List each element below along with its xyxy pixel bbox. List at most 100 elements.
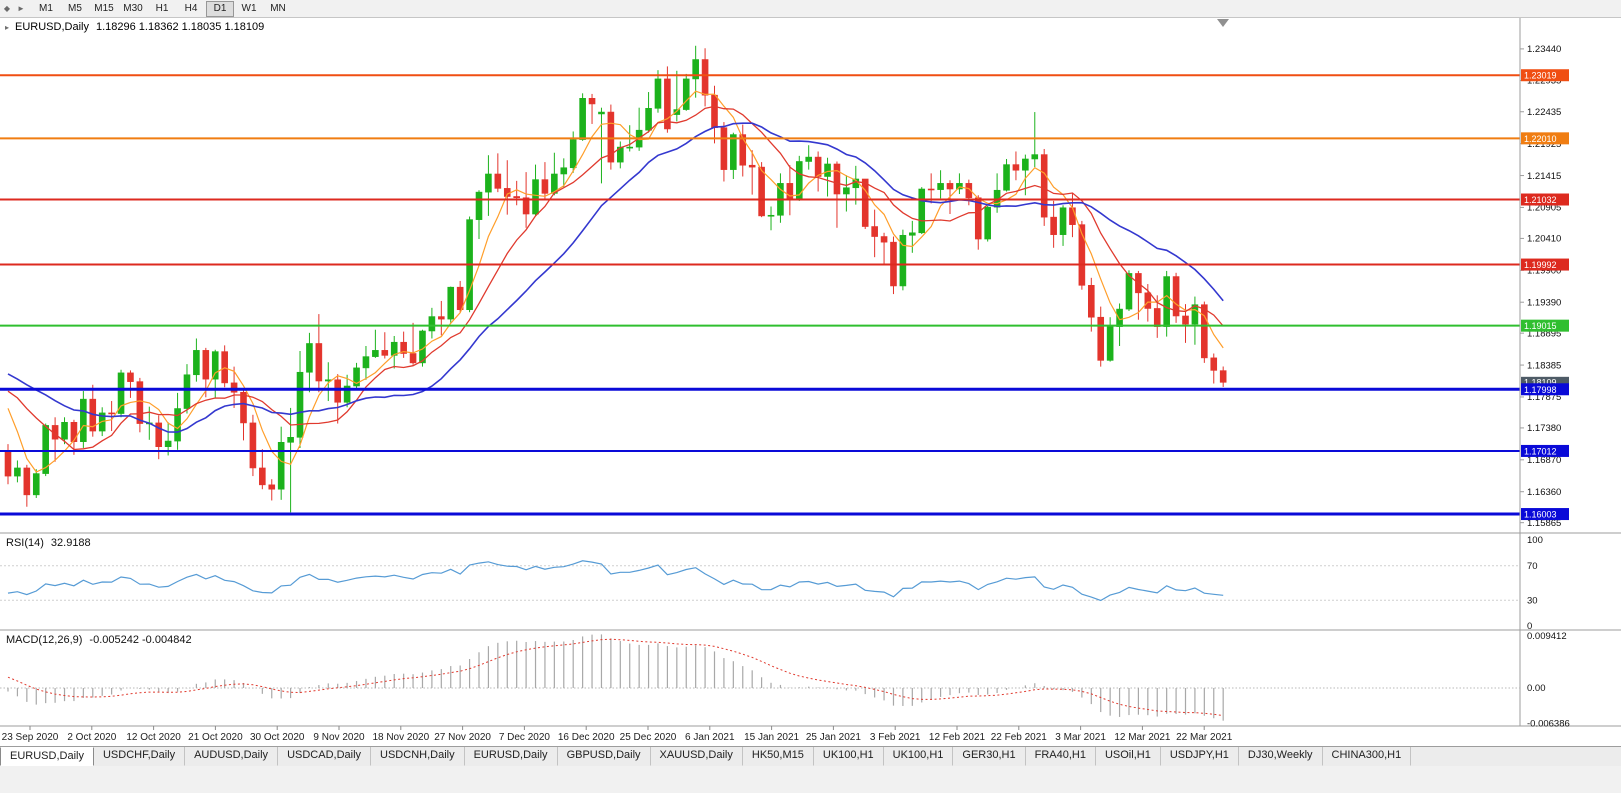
tab-dj30-weekly[interactable]: DJ30,Weekly <box>1239 747 1323 766</box>
tab-fra40-h1[interactable]: FRA40,H1 <box>1026 747 1096 766</box>
svg-text:1.18109: 1.18109 <box>1524 377 1557 387</box>
svg-text:1.18385: 1.18385 <box>1527 360 1561 371</box>
svg-text:22 Mar 2021: 22 Mar 2021 <box>1176 732 1233 743</box>
chart-shift-marker-icon[interactable] <box>1217 19 1229 27</box>
svg-text:0: 0 <box>1527 621 1532 632</box>
macd-values: -0.005242 -0.004842 <box>89 634 192 646</box>
svg-text:1.22435: 1.22435 <box>1527 107 1561 118</box>
svg-text:1.17380: 1.17380 <box>1527 423 1561 434</box>
timeframe-button-d1[interactable]: D1 <box>206 0 234 17</box>
svg-text:1.21032: 1.21032 <box>1524 195 1557 205</box>
svg-text:1.19390: 1.19390 <box>1527 297 1561 308</box>
chart-canvas[interactable]: 1.234401.229351.224351.219251.214151.209… <box>0 0 1621 746</box>
svg-text:2 Oct 2020: 2 Oct 2020 <box>67 732 116 743</box>
svg-text:-0.006386: -0.006386 <box>1527 718 1570 729</box>
rsi-indicator-label: RSI(14) 32.9188 <box>6 537 91 549</box>
svg-text:1.19900: 1.19900 <box>1527 266 1561 277</box>
ma-fast-line <box>7 90 1224 473</box>
timeframe-button-mn[interactable]: MN <box>270 2 286 14</box>
svg-text:1.17875: 1.17875 <box>1527 392 1561 403</box>
timeframe-button-m15[interactable]: M15 <box>94 2 114 14</box>
svg-text:30 Oct 2020: 30 Oct 2020 <box>250 732 305 743</box>
tab-uk100-h1[interactable]: UK100,H1 <box>884 747 954 766</box>
svg-text:7 Dec 2020: 7 Dec 2020 <box>499 732 551 743</box>
svg-text:1.17998: 1.17998 <box>1524 385 1557 395</box>
svg-text:1.17012: 1.17012 <box>1524 446 1557 456</box>
timeframe-button-w1[interactable]: W1 <box>241 2 257 14</box>
svg-text:1.23019: 1.23019 <box>1524 71 1557 81</box>
tab-usoil-h1[interactable]: USOil,H1 <box>1096 747 1161 766</box>
chart-tab-bar: EURUSD,Daily USDCHF,Daily AUDUSD,Daily USDC… <box>0 746 1621 766</box>
svg-text:16 Dec 2020: 16 Dec 2020 <box>558 732 615 743</box>
svg-text:1.20905: 1.20905 <box>1527 203 1561 214</box>
level-price-tag <box>1521 258 1569 271</box>
macd-panel: 0.009412 0.00 -0.006386 <box>0 631 1570 729</box>
tab-usdjpy-h1[interactable]: USDJPY,H1 <box>1161 747 1239 766</box>
timeframe-toolbar: ◆ ► M1 M5 M15 M30 H1 H4 D1 W1 MN <box>0 0 1621 18</box>
tab-eurusd-daily[interactable]: EURUSD,Daily <box>0 747 94 766</box>
svg-text:27 Nov 2020: 27 Nov 2020 <box>434 732 491 743</box>
tab-audusd-daily[interactable]: AUDUSD,Daily <box>185 747 279 766</box>
level-price-tag <box>1521 444 1569 457</box>
svg-text:12 Mar 2021: 12 Mar 2021 <box>1114 732 1171 743</box>
svg-text:1.21925: 1.21925 <box>1527 139 1561 150</box>
svg-text:100: 100 <box>1527 535 1543 546</box>
svg-text:0.00: 0.00 <box>1527 683 1546 694</box>
timeframe-button-m5[interactable]: M5 <box>68 2 82 14</box>
chart-symbol-label: EURUSD,Daily <box>15 21 89 33</box>
rsi-value: 32.9188 <box>50 537 91 549</box>
timeframe-button-m30[interactable]: M30 <box>123 2 143 14</box>
timeframe-button-h4[interactable]: H4 <box>184 2 198 14</box>
candles-layer <box>4 45 1227 513</box>
svg-text:22 Feb 2021: 22 Feb 2021 <box>991 732 1048 743</box>
svg-text:3 Mar 2021: 3 Mar 2021 <box>1055 732 1106 743</box>
tab-usdchf-daily[interactable]: USDCHF,Daily <box>94 747 186 766</box>
tab-eurusd-daily[interactable]: EURUSD,Daily <box>465 747 558 766</box>
tab-usdcnh-daily[interactable]: USDCNH,Daily <box>371 747 465 766</box>
timeframe-buttons: M1 M5 M15 M30 H1 H4 D1 W1 MN <box>32 0 293 17</box>
svg-text:1.19015: 1.19015 <box>1524 321 1557 331</box>
svg-text:12 Feb 2021: 12 Feb 2021 <box>929 732 986 743</box>
price-axis: 1.234401.229351.224351.219251.214151.209… <box>1520 44 1561 529</box>
svg-text:1.16360: 1.16360 <box>1527 487 1561 498</box>
bottom-strip <box>0 765 1621 793</box>
svg-text:1.18895: 1.18895 <box>1527 328 1561 339</box>
svg-text:23 Sep 2020: 23 Sep 2020 <box>2 732 59 743</box>
time-axis: 23 Sep 2020 2 Oct 2020 12 Oct 2020 21 Oct 2… <box>2 726 1233 743</box>
timeframe-button-h1[interactable]: H1 <box>155 2 169 14</box>
horizontal-lines-layer <box>0 74 1520 516</box>
macd-signal-line <box>7 638 1224 717</box>
svg-text:18 Nov 2020: 18 Nov 2020 <box>372 732 429 743</box>
tab-usdcad-daily[interactable]: USDCAD,Daily <box>278 747 372 766</box>
collapse-chart-icon[interactable]: ▸ <box>5 22 10 32</box>
macd-name: MACD(12,26,9) <box>6 634 83 646</box>
svg-text:25 Dec 2020: 25 Dec 2020 <box>620 732 677 743</box>
tab-hk50-m15[interactable]: HK50,M15 <box>743 747 814 766</box>
svg-text:25 Jan 2021: 25 Jan 2021 <box>806 732 861 743</box>
timeframe-button-m1[interactable]: M1 <box>39 2 53 14</box>
macd-indicator-label: MACD(12,26,9) -0.005242 -0.004842 <box>6 634 192 646</box>
ma-mid-line <box>7 105 1224 451</box>
tab-china300-h1[interactable]: CHINA300,H1 <box>1323 747 1412 766</box>
svg-text:9 Nov 2020: 9 Nov 2020 <box>313 732 365 743</box>
level-price-tag <box>1521 319 1569 332</box>
svg-text:1.21415: 1.21415 <box>1527 171 1561 182</box>
svg-text:1.15865: 1.15865 <box>1527 518 1561 529</box>
tab-uk100-h1[interactable]: UK100,H1 <box>814 747 884 766</box>
svg-text:0.009412: 0.009412 <box>1527 631 1567 642</box>
tab-ger30-h1[interactable]: GER30,H1 <box>953 747 1026 766</box>
tab-xauusd-daily[interactable]: XAUUSD,Daily <box>651 747 743 766</box>
svg-text:1.16003: 1.16003 <box>1524 510 1557 520</box>
chart-title: ▸ EURUSD,Daily 1.18296 1.18362 1.18035 1… <box>5 21 264 33</box>
chart-arrow-icon: ► <box>17 3 25 13</box>
ma-slow-line <box>7 122 1224 433</box>
svg-text:15 Jan 2021: 15 Jan 2021 <box>744 732 799 743</box>
level-price-tag <box>1521 69 1569 82</box>
level-price-tag <box>1521 132 1569 145</box>
svg-text:1.19992: 1.19992 <box>1524 260 1557 270</box>
svg-text:1.20410: 1.20410 <box>1527 234 1561 245</box>
svg-text:30: 30 <box>1527 595 1538 606</box>
svg-text:1.23440: 1.23440 <box>1527 44 1561 55</box>
chart-bullet-icon: ◆ <box>3 3 11 13</box>
tab-gbpusd-daily[interactable]: GBPUSD,Daily <box>558 747 651 766</box>
